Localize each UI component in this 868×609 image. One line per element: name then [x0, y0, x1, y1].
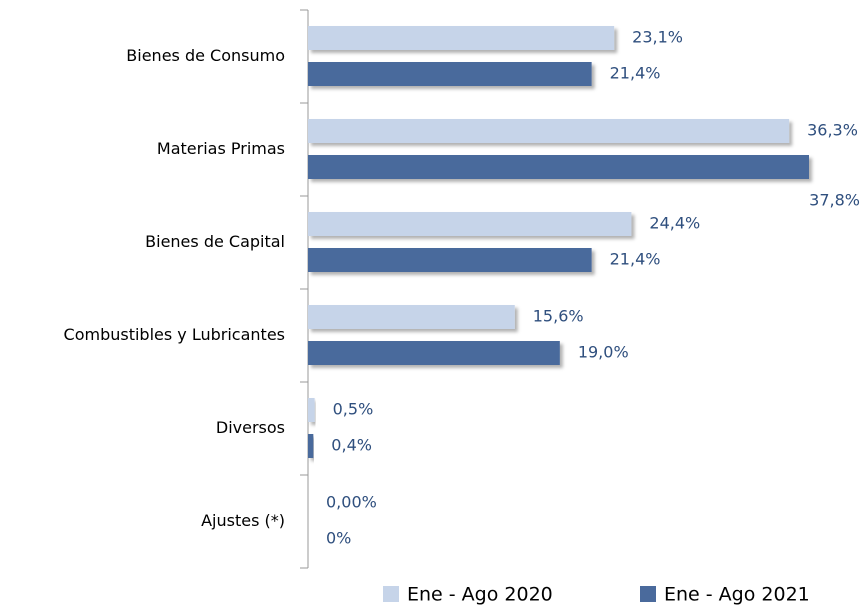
legend-swatch	[383, 586, 399, 602]
y-tick-label: Ajustes (*)	[201, 511, 285, 530]
y-tick-label: Diversos	[216, 418, 285, 437]
y-tick-label: Materias Primas	[157, 139, 285, 158]
value-label: 24,4%	[649, 214, 700, 233]
bar	[308, 155, 809, 179]
value-label: 19,0%	[578, 343, 629, 362]
value-label: 37,8%	[809, 191, 860, 210]
bar	[308, 248, 592, 272]
bar	[308, 398, 315, 422]
legend-label: Ene - Ago 2020	[407, 584, 553, 606]
value-label: 21,4%	[610, 64, 661, 83]
value-label: 0%	[326, 529, 351, 548]
bar	[308, 62, 592, 86]
value-label: 0,5%	[333, 400, 374, 419]
bar	[308, 434, 314, 458]
bar	[308, 26, 615, 50]
value-label: 36,3%	[807, 121, 858, 140]
value-label: 23,1%	[632, 28, 683, 47]
value-label: 15,6%	[533, 307, 584, 326]
value-label: 21,4%	[610, 250, 661, 269]
bar	[308, 305, 515, 329]
value-label: 0,00%	[326, 493, 377, 512]
bar	[308, 212, 632, 236]
y-tick-label: Bienes de Capital	[145, 232, 285, 251]
value-label: 0,4%	[331, 436, 372, 455]
bar	[308, 119, 790, 143]
y-tick-label: Bienes de Consumo	[126, 46, 285, 65]
legend-label: Ene - Ago 2021	[664, 584, 810, 606]
bar	[308, 341, 560, 365]
y-tick-label: Combustibles y Lubricantes	[64, 325, 285, 344]
legend-swatch	[640, 586, 656, 602]
